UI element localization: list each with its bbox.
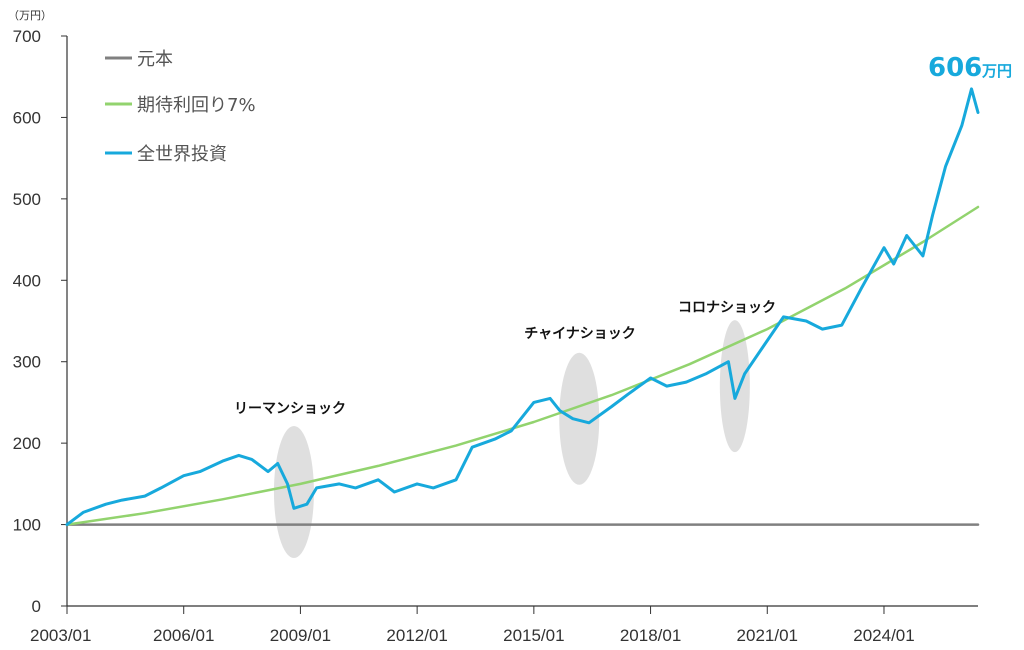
x-tick-label: 2012/01 xyxy=(386,626,447,645)
series-line-global-investment xyxy=(65,87,980,527)
final-value-unit: 万円 xyxy=(981,62,1012,80)
y-tick-label: 200 xyxy=(13,434,41,453)
annotations: リーマンショック チャイナショック コロナショック xyxy=(234,300,776,417)
final-value-label: 606 万円 xyxy=(928,53,1012,83)
series-lines xyxy=(65,87,980,527)
series-line-expected-return xyxy=(65,205,980,526)
legend-label-principal: 元本 xyxy=(137,49,173,70)
y-tick-label: 500 xyxy=(13,190,41,209)
x-axis: 2003/01 2006/01 2009/01 2012/01 2015/01 2018/… xyxy=(30,605,978,645)
x-tick-label: 2021/01 xyxy=(737,626,798,645)
annotation-label: チャイナショック xyxy=(524,326,636,342)
shock-highlight-ellipse xyxy=(719,320,750,453)
final-value-number: 606 xyxy=(928,53,982,83)
y-tick-label: 300 xyxy=(13,353,41,372)
x-tick-label: 2018/01 xyxy=(620,626,681,645)
x-tick-label: 2003/01 xyxy=(30,626,91,645)
legend: 元本 期待利回り7% 全世界投資 xyxy=(105,49,256,165)
annotation-label: リーマンショック xyxy=(234,401,346,417)
x-tick-label: 2024/01 xyxy=(853,626,914,645)
legend-label-expected-return: 期待利回り7% xyxy=(137,95,256,116)
x-tick-label: 2015/01 xyxy=(503,626,564,645)
y-axis-unit-label: （万円） xyxy=(8,9,52,22)
shock-highlight-ellipse xyxy=(559,352,600,485)
y-axis: 0 100 200 300 400 500 600 700 xyxy=(13,27,68,616)
legend-label-global-investment: 全世界投資 xyxy=(137,144,227,165)
annotation-label: コロナショック xyxy=(678,300,776,316)
shock-highlights xyxy=(273,320,750,558)
y-tick-label: 0 xyxy=(32,597,41,616)
y-tick-label: 700 xyxy=(13,27,41,46)
y-tick-label: 600 xyxy=(13,108,41,127)
x-tick-label: 2006/01 xyxy=(153,626,214,645)
y-tick-label: 100 xyxy=(13,516,41,535)
x-tick-label: 2009/01 xyxy=(270,626,331,645)
shock-highlight-ellipse xyxy=(273,426,314,558)
y-tick-label: 400 xyxy=(13,271,41,290)
